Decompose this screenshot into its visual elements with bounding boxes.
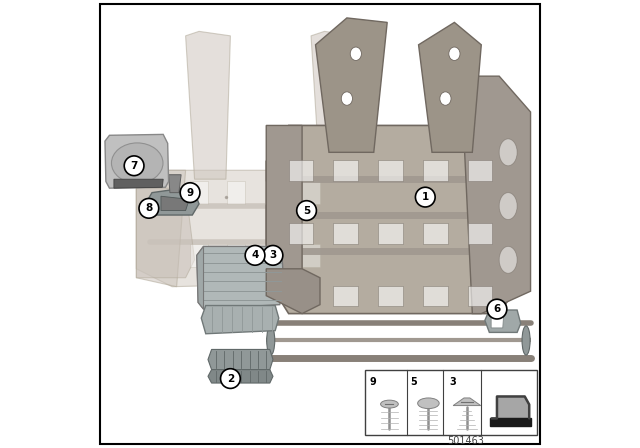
Polygon shape [453,398,481,405]
Polygon shape [136,188,195,278]
Ellipse shape [418,398,439,409]
Bar [227,181,245,204]
Circle shape [221,369,240,388]
FancyBboxPatch shape [100,4,540,444]
Polygon shape [114,179,163,188]
Text: 5: 5 [303,206,310,215]
Ellipse shape [350,47,362,60]
Bar [468,160,493,181]
Bar [190,181,208,204]
Bar [423,160,448,181]
Bar [468,286,493,306]
Ellipse shape [111,143,163,183]
Polygon shape [146,188,199,215]
Circle shape [415,187,435,207]
Circle shape [263,246,283,265]
Bar [265,244,283,267]
Text: 3: 3 [449,377,456,387]
Text: 8: 8 [145,203,152,213]
Text: 2: 2 [227,374,234,383]
Text: 5: 5 [411,377,417,387]
Ellipse shape [267,326,275,355]
Polygon shape [186,31,230,179]
Bar [289,223,314,244]
Ellipse shape [341,92,353,105]
Circle shape [245,246,265,265]
Text: 6: 6 [493,304,500,314]
Polygon shape [202,306,279,334]
Ellipse shape [440,92,451,105]
Ellipse shape [499,193,517,220]
Polygon shape [311,31,356,179]
Text: 4: 4 [252,250,259,260]
Circle shape [124,156,144,176]
Circle shape [487,299,507,319]
Polygon shape [490,418,531,426]
Text: 501463: 501463 [447,436,484,446]
Polygon shape [161,196,189,211]
Polygon shape [491,314,504,328]
Polygon shape [136,170,186,287]
Polygon shape [485,310,521,332]
Ellipse shape [381,400,398,408]
Bar [378,223,403,244]
Ellipse shape [449,47,460,60]
Bar [289,160,314,181]
Polygon shape [168,175,181,193]
Bar [302,181,320,204]
Circle shape [297,201,316,220]
Bar [333,286,358,306]
Bar [190,244,208,267]
Bar [378,160,403,181]
Bar [365,370,538,435]
Polygon shape [492,396,529,418]
Polygon shape [197,246,204,309]
Bar [333,223,358,244]
Bar [333,160,358,181]
Bar [378,286,403,306]
Ellipse shape [522,326,530,355]
Polygon shape [266,125,517,314]
Circle shape [139,198,159,218]
Bar [265,181,283,204]
Bar [423,223,448,244]
Ellipse shape [499,139,517,166]
Polygon shape [320,170,365,278]
Polygon shape [105,134,168,188]
Text: 9: 9 [369,377,376,387]
Polygon shape [208,349,273,370]
Circle shape [180,183,200,202]
Bar [423,286,448,306]
Polygon shape [208,370,273,383]
Ellipse shape [499,246,517,273]
Bar [227,244,245,267]
Bar [289,286,314,306]
Text: 1: 1 [422,192,429,202]
Text: 3: 3 [269,250,276,260]
Bar [302,244,320,267]
Polygon shape [197,246,284,309]
Polygon shape [316,18,387,152]
Polygon shape [266,269,320,314]
Polygon shape [136,170,365,287]
Polygon shape [266,125,302,300]
Text: 9: 9 [186,188,194,198]
Polygon shape [463,76,531,314]
Text: 7: 7 [131,161,138,171]
Polygon shape [419,22,481,152]
Bar [468,223,493,244]
